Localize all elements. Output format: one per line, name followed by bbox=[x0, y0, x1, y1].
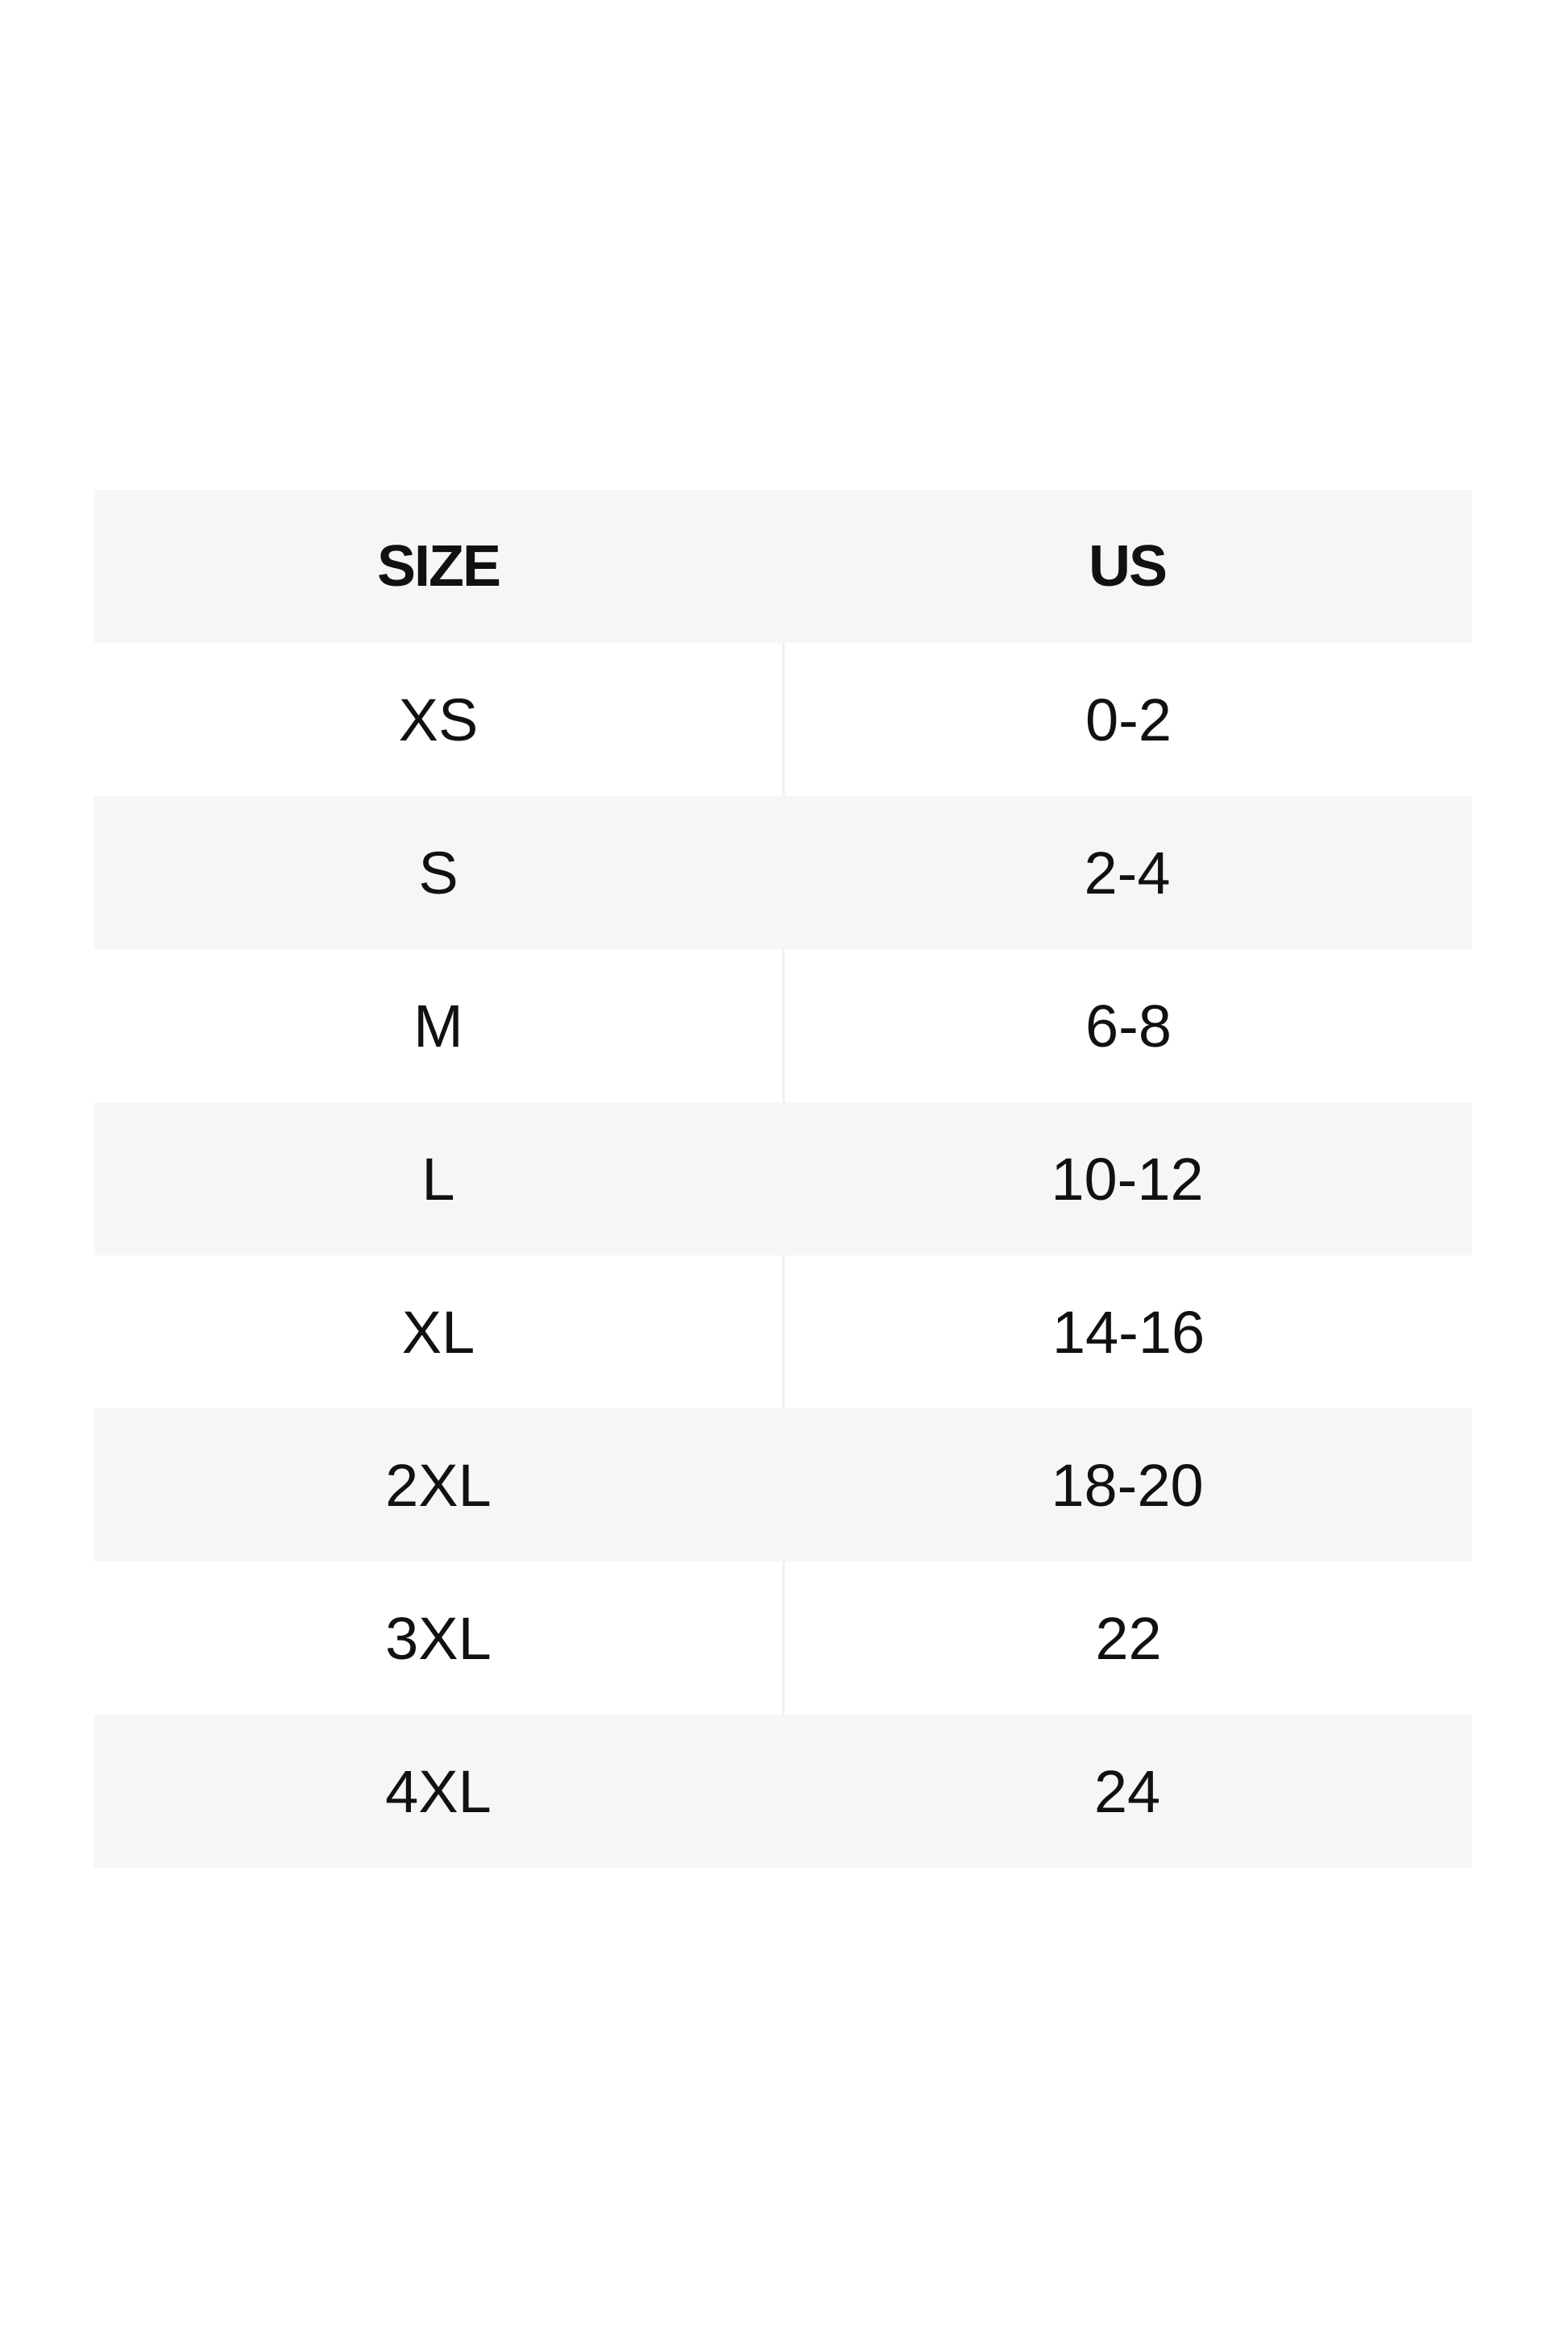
table-row: L 10-12 bbox=[94, 1102, 1472, 1255]
table-header: SIZE US bbox=[94, 490, 1472, 643]
cell-size: 4XL bbox=[385, 1757, 492, 1825]
table-row: 2XL 18-20 bbox=[94, 1408, 1472, 1562]
table-row: XL 14-16 bbox=[94, 1255, 1472, 1408]
cell-size: 2XL bbox=[385, 1451, 492, 1519]
size-chart-table: SIZE US XS 0-2 S 2-4 M 6-8 L 10-12 XL 14-16 2XL 18-… bbox=[94, 490, 1472, 1868]
table-row: XS 0-2 bbox=[94, 643, 1472, 796]
cell-us: 14-16 bbox=[1052, 1298, 1205, 1366]
table-row: M 6-8 bbox=[94, 949, 1472, 1102]
header-us: US bbox=[1088, 534, 1168, 599]
cell-size: XL bbox=[94, 1255, 785, 1408]
cell-size: M bbox=[94, 949, 785, 1102]
cell-size: S bbox=[418, 839, 458, 906]
table-row: 4XL 24 bbox=[94, 1715, 1472, 1868]
cell-us: 2-4 bbox=[1084, 839, 1171, 906]
table-row: S 2-4 bbox=[94, 796, 1472, 949]
cell-us: 0-2 bbox=[1085, 686, 1172, 753]
cell-us: 24 bbox=[1093, 1757, 1161, 1825]
cell-us: 10-12 bbox=[1051, 1145, 1204, 1213]
cell-us: 18-20 bbox=[1051, 1451, 1204, 1519]
table-row: 3XL 22 bbox=[94, 1562, 1472, 1715]
header-size: SIZE bbox=[376, 534, 501, 599]
cell-size: L bbox=[421, 1145, 455, 1213]
cell-us: 22 bbox=[1095, 1604, 1162, 1672]
cell-us: 6-8 bbox=[1085, 992, 1172, 1060]
cell-size: 3XL bbox=[94, 1562, 785, 1715]
cell-size: XS bbox=[94, 643, 785, 796]
